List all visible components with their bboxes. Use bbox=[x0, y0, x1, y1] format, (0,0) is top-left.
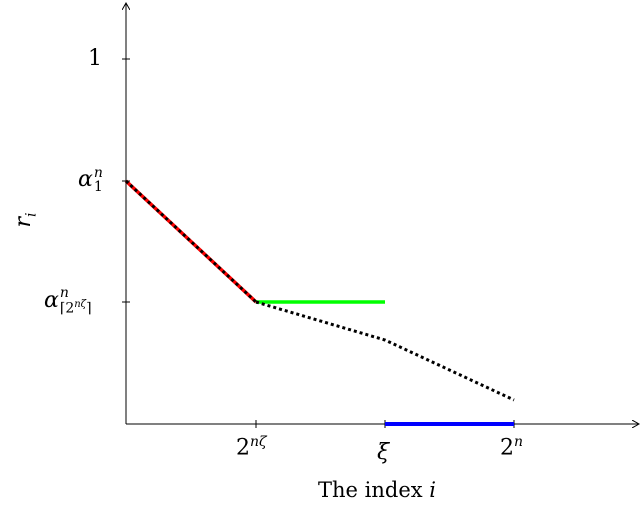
x-tick-2-nzeta-base: 2 bbox=[236, 435, 250, 461]
alpha-ceil-base: α bbox=[44, 287, 59, 313]
y-tick-label-one-text: 1 bbox=[88, 46, 102, 71]
alpha-ceil-sub-end: ⌉ bbox=[86, 300, 92, 317]
x-tick-2-n-base: 2 bbox=[500, 435, 514, 461]
y-axis-label-base: r bbox=[11, 216, 36, 228]
x-axis-label-var: i bbox=[429, 478, 436, 502]
alpha-1-base: α bbox=[78, 167, 93, 192]
x-tick-label-xi: ξ bbox=[377, 440, 389, 465]
y-axis-label: ri bbox=[4, 200, 44, 240]
x-tick-label-2-nzeta: 2nζ bbox=[236, 434, 267, 460]
red-segment bbox=[124, 179, 258, 304]
x-axis-label: The index i bbox=[318, 478, 436, 502]
x-tick-2-n-sup: n bbox=[514, 434, 524, 450]
y-tick-label-alpha-ceil: α n ⌈2nζ⌉ bbox=[44, 286, 92, 316]
alpha-1-sup: n bbox=[93, 165, 103, 181]
y-tick-label-one: 1 bbox=[88, 46, 102, 71]
x-tick-xi-base: ξ bbox=[377, 440, 390, 465]
alpha-1-sub: 1 bbox=[93, 179, 103, 195]
alpha-ceil-sup: n bbox=[59, 285, 69, 301]
dotted-segment-2 bbox=[255, 300, 515, 402]
alpha-ceil-sub-sup: nζ bbox=[74, 299, 87, 310]
y-axis-label-sub: i bbox=[23, 212, 40, 217]
x-tick-label-2-n: 2n bbox=[500, 434, 523, 460]
alpha-ceil-sub-start: ⌈2 bbox=[59, 300, 75, 317]
x-tick-2-nzeta-sup: nζ bbox=[250, 434, 267, 450]
x-axis-label-text: The index bbox=[318, 478, 430, 502]
